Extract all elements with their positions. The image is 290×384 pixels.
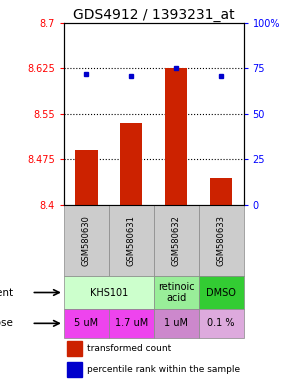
Bar [199, 205, 244, 276]
Bar [165, 68, 187, 205]
Text: KHS101: KHS101 [90, 288, 128, 298]
Text: GSM580630: GSM580630 [82, 215, 91, 266]
Text: DMSO: DMSO [206, 288, 236, 298]
Text: agent: agent [0, 288, 13, 298]
Bar [210, 177, 232, 205]
Title: GDS4912 / 1393231_at: GDS4912 / 1393231_at [73, 8, 235, 22]
Bar [64, 205, 109, 276]
Bar [75, 150, 97, 205]
Bar [109, 205, 154, 276]
Bar [154, 276, 199, 309]
Text: transformed count: transformed count [87, 344, 171, 353]
Bar [109, 309, 154, 338]
Text: 0.1 %: 0.1 % [207, 318, 235, 328]
Text: 1 uM: 1 uM [164, 318, 188, 328]
Bar [199, 276, 244, 309]
Bar [64, 276, 154, 309]
Bar [154, 309, 199, 338]
Text: GSM580633: GSM580633 [217, 215, 226, 266]
Text: dose: dose [0, 318, 13, 328]
Bar [67, 362, 82, 377]
Bar [64, 309, 109, 338]
Bar [154, 205, 199, 276]
Text: GSM580632: GSM580632 [172, 215, 181, 266]
Text: 1.7 uM: 1.7 uM [115, 318, 148, 328]
Bar [120, 123, 142, 205]
Bar [67, 341, 82, 356]
Text: 5 uM: 5 uM [74, 318, 98, 328]
Text: GSM580631: GSM580631 [127, 215, 136, 266]
Text: retinoic
acid: retinoic acid [158, 282, 195, 303]
Text: percentile rank within the sample: percentile rank within the sample [87, 365, 240, 374]
Bar [199, 309, 244, 338]
